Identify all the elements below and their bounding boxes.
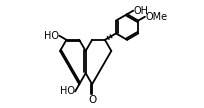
Text: O: O xyxy=(88,95,96,105)
Text: OH: OH xyxy=(133,6,148,16)
Text: OMe: OMe xyxy=(145,12,167,22)
Text: HO: HO xyxy=(59,87,74,96)
Text: HO: HO xyxy=(44,31,59,41)
